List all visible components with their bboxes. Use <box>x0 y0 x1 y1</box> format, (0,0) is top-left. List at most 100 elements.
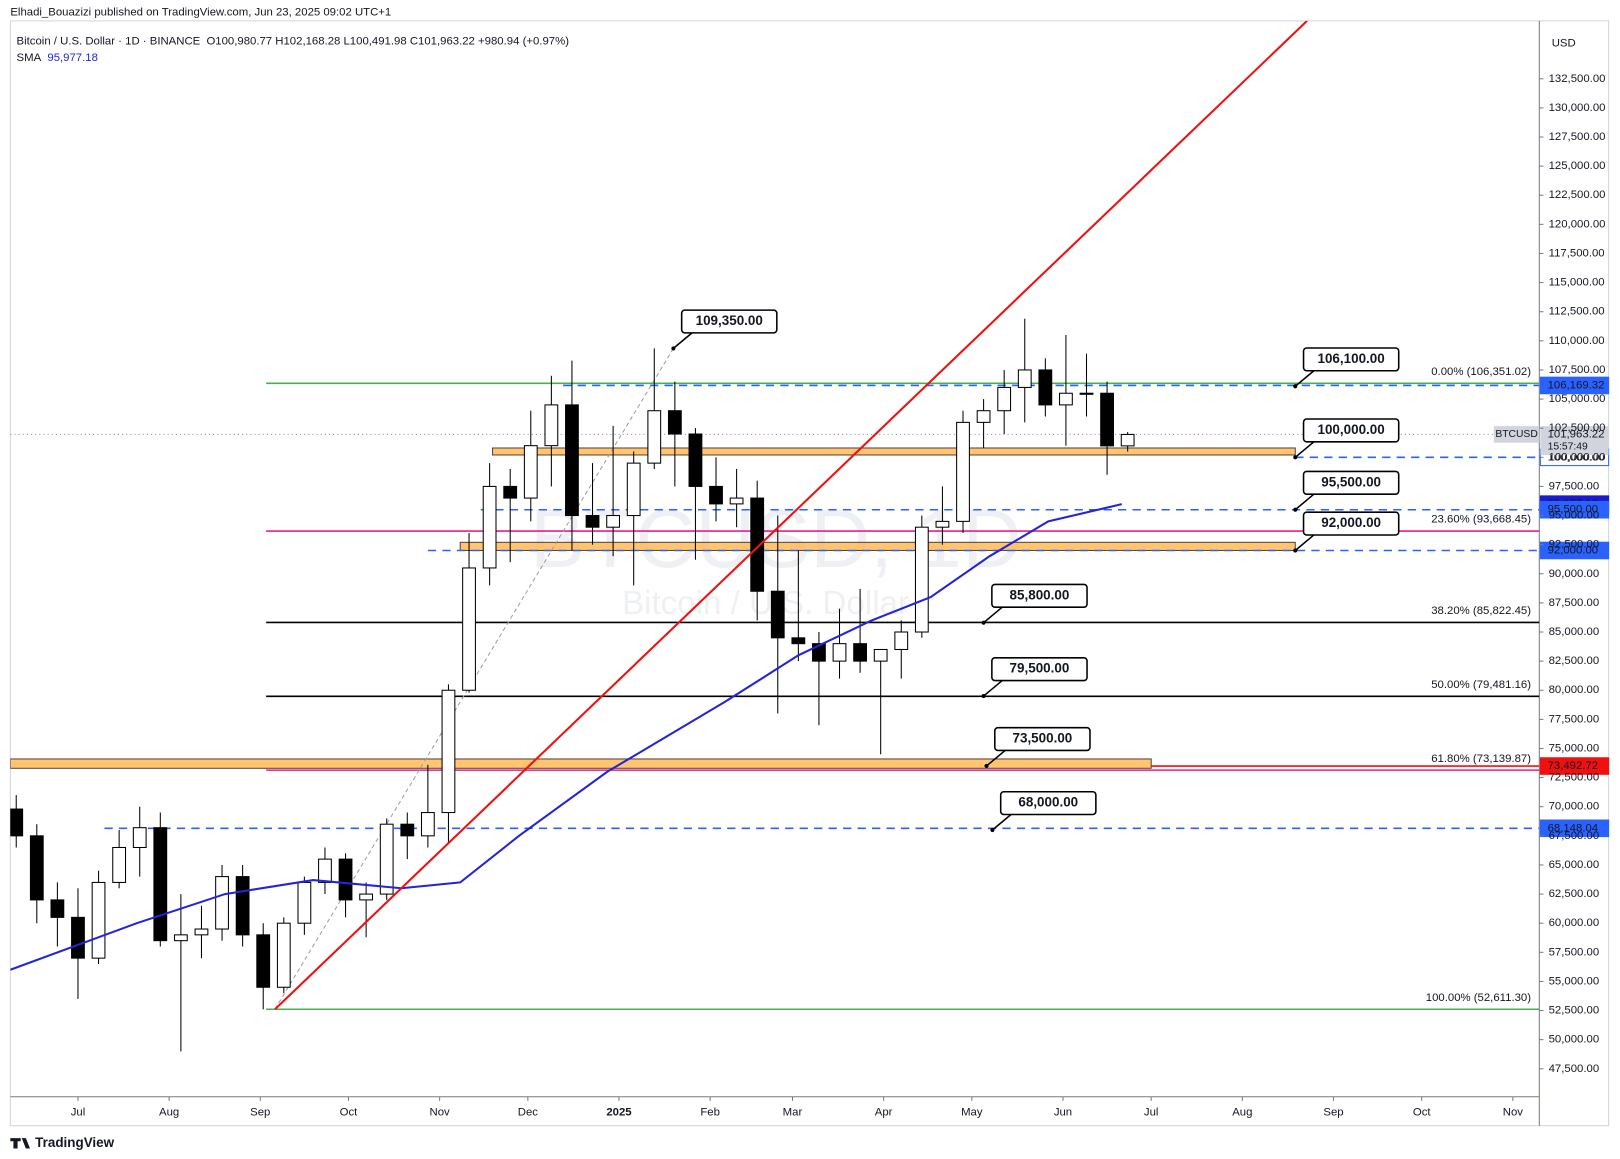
candle-body <box>997 386 1012 412</box>
candle-body <box>894 631 909 651</box>
y-tick-label: 82,500.00 <box>1549 655 1600 667</box>
callout-pointer <box>672 332 693 349</box>
price-tag-label: 92,000.00 <box>1548 544 1599 556</box>
y-tick-label: 120,000.00 <box>1549 218 1606 230</box>
candle-body <box>976 410 991 423</box>
callout-pointer <box>991 813 1012 831</box>
callout-box <box>994 726 1091 752</box>
candle-body <box>914 526 929 633</box>
candle-body <box>585 515 600 528</box>
callout-pointer <box>1294 493 1315 511</box>
price-tag-label: 106,169.32 <box>1548 379 1605 391</box>
callout-box <box>991 657 1088 682</box>
callout-label: 68,000.00 <box>1018 795 1078 810</box>
callout-pointer <box>1294 441 1315 458</box>
y-tick-label: 110,000.00 <box>1549 335 1605 347</box>
y-tick-label: 77,500.00 <box>1549 713 1600 725</box>
callout-label: 95,500.00 <box>1321 474 1381 489</box>
candle-body <box>1079 392 1094 395</box>
x-tick-label: Jun <box>1054 1106 1072 1118</box>
candle-body <box>420 812 435 837</box>
x-tick-label: Oct <box>1413 1106 1432 1118</box>
zone <box>10 758 1152 769</box>
candle-body <box>10 808 24 837</box>
candle-body <box>1017 369 1032 388</box>
y-tick-label: 72,500.00 <box>1549 772 1600 784</box>
price-tag <box>1539 819 1610 838</box>
x-tick-label: 2025 <box>606 1106 631 1118</box>
y-tick-label: 112,500.00 <box>1549 306 1605 318</box>
y-tick-label: 65,000.00 <box>1549 859 1600 871</box>
candle-body <box>935 520 950 528</box>
y-tick-label: 122,500.00 <box>1549 189 1606 201</box>
candle-body <box>750 497 765 592</box>
candle-body <box>256 934 271 988</box>
callout-label: 92,000.00 <box>1321 515 1381 530</box>
fib-label: 0.00% (106,351.02) <box>1431 366 1531 378</box>
zone <box>492 447 1296 456</box>
candle-body <box>503 485 518 499</box>
x-tick-label: Dec <box>518 1106 539 1118</box>
y-tick-label: 90,000.00 <box>1549 568 1600 580</box>
candle-body <box>359 893 374 901</box>
candle-body <box>606 515 621 528</box>
candle-body <box>1059 392 1073 406</box>
last-price-countdown: 15:57:49 <box>1548 442 1588 453</box>
price-tag-label: 95,500.00 <box>1548 504 1599 516</box>
candle-body <box>112 846 127 883</box>
price-tag <box>1539 757 1610 775</box>
x-tick-label: Oct <box>340 1106 359 1118</box>
callout-label: 79,500.00 <box>1010 661 1070 676</box>
plot <box>10 20 1540 1052</box>
candle-body <box>482 485 497 569</box>
callout-box <box>1302 511 1400 536</box>
y-tick-label: 117,500.00 <box>1549 247 1605 259</box>
candle-body <box>626 462 641 517</box>
x-tick-label: Apr <box>875 1106 893 1118</box>
callout-pointer <box>1294 370 1315 387</box>
x-tick-label: Nov <box>1503 1106 1524 1118</box>
y-tick-label: 105,000.00 <box>1549 393 1606 405</box>
currency: USD <box>1552 38 1576 50</box>
candle-body <box>1100 392 1114 447</box>
candle-body <box>709 485 723 505</box>
price-tag <box>1539 376 1610 395</box>
watermark: BTCUSD, 1D <box>530 492 1022 585</box>
callout-pointer <box>986 749 1006 767</box>
ohlc: O100,980.77 H102,168.28 L100,491.98 C101… <box>206 36 569 48</box>
callout-box <box>1302 347 1400 372</box>
candle-body <box>379 823 394 895</box>
candle-body <box>318 858 332 883</box>
candle-body <box>565 404 579 517</box>
y-tick-label: 87,500.00 <box>1549 597 1600 609</box>
y-tick-label: 52,500.00 <box>1549 1005 1600 1017</box>
candle-body <box>173 934 188 942</box>
y-tick-label: 67,500.00 <box>1549 830 1600 842</box>
y-tick-label: 50,000.00 <box>1549 1034 1600 1046</box>
price-tag-label: 68,148.04 <box>1548 822 1599 834</box>
candle-body <box>873 648 888 662</box>
y-tick-label: 107,500.00 <box>1549 364 1606 376</box>
candle-body <box>235 876 250 936</box>
callout-box <box>1302 470 1400 495</box>
candle-body <box>729 497 744 505</box>
sma-line: SMA 95,977.18 <box>17 52 98 64</box>
fib-label: 50.00% (79,481.16) <box>1431 679 1531 691</box>
candle-body <box>1038 369 1053 406</box>
y-tick-label: 95,000.00 <box>1549 510 1600 522</box>
publisher: Elhadi_Bouazizi published on TradingView… <box>10 7 391 19</box>
sma-line <box>10 503 1123 971</box>
candle-body <box>791 637 806 645</box>
callout-label: 73,500.00 <box>1013 731 1073 746</box>
x-tick-label: Nov <box>430 1106 451 1118</box>
callout-pointer <box>983 679 1003 697</box>
y-tick-label: 57,500.00 <box>1549 946 1600 958</box>
last-price-tag <box>1540 426 1609 456</box>
y-tick-label: 100,000.00 <box>1549 451 1606 463</box>
candle-body <box>770 590 785 639</box>
x-tick-label: Mar <box>783 1106 803 1118</box>
frame <box>9 20 1610 1127</box>
y-tick-label: 60,000.00 <box>1549 917 1600 929</box>
callout-box <box>991 583 1088 608</box>
